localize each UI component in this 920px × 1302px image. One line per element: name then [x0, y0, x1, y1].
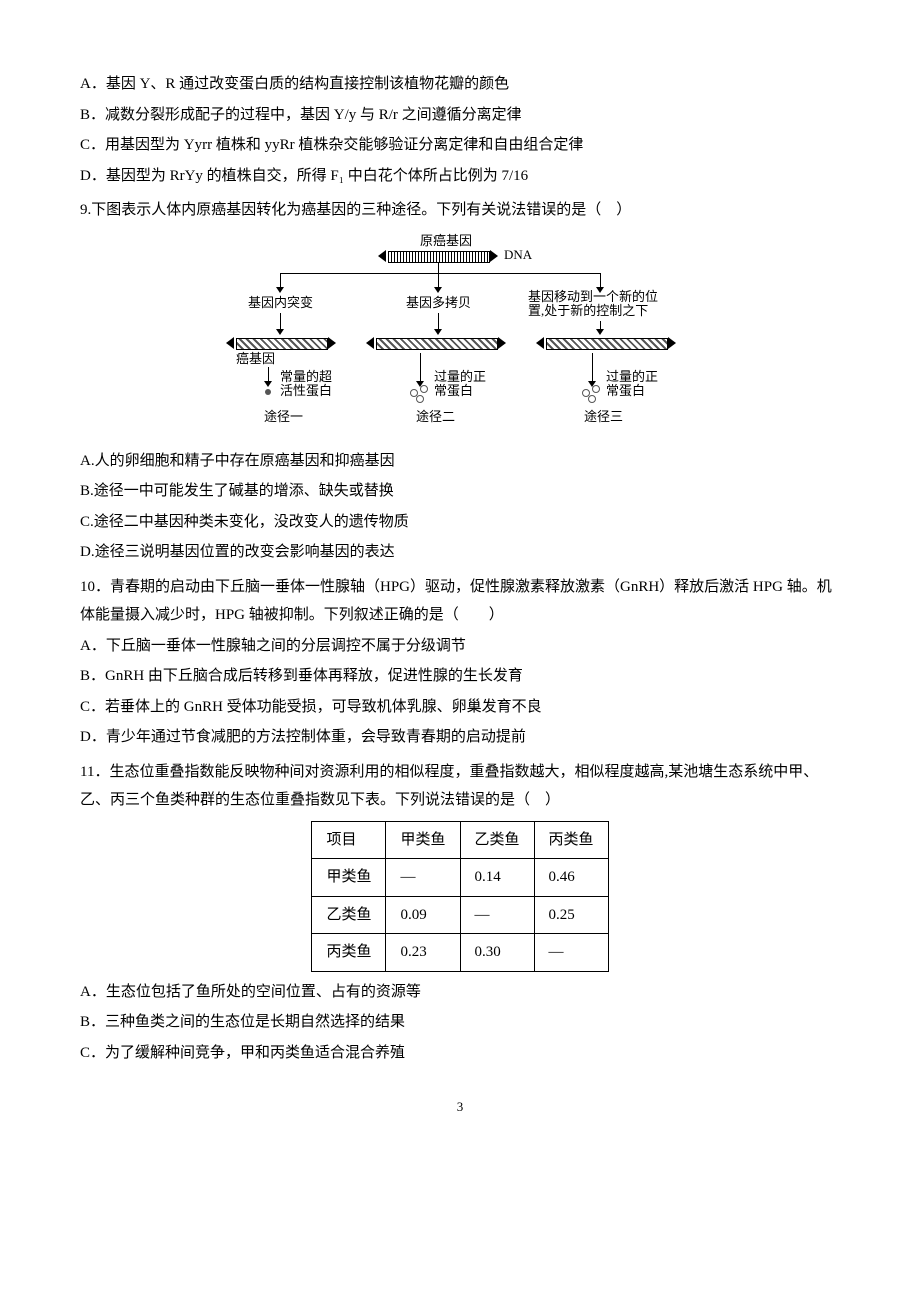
q11-table: 项目 甲类鱼 乙类鱼 丙类鱼 甲类鱼 — 0.14 0.46 乙类鱼 0.09 …	[311, 821, 608, 972]
q11-opt-c: C．为了缓解种间竞争，甲和丙类鱼适合混合养殖	[80, 1039, 840, 1068]
table-row: 乙类鱼 0.09 — 0.25	[312, 896, 608, 934]
q10-opt-c: C．若垂体上的 GnRH 受体功能受损，可导致机体乳腺、卵巢发育不良	[80, 693, 840, 722]
diagram-prot2-l2: 常蛋白	[434, 383, 473, 400]
diagram-mid3-l2: 置,处于新的控制之下	[528, 303, 648, 320]
page-number: 3	[80, 1095, 840, 1120]
diagram-path2: 途径二	[416, 409, 455, 426]
diagram-path1: 途径一	[264, 409, 303, 426]
diagram-path3: 途径三	[584, 409, 623, 426]
q9-opt-b: B.途径一中可能发生了碱基的增添、缺失或替换	[80, 477, 840, 506]
table-cell: 甲类鱼	[312, 859, 386, 897]
table-cell: 丙类鱼	[312, 934, 386, 972]
diagram-dna-label: DNA	[504, 247, 532, 264]
table-cell: 丙类鱼	[534, 821, 608, 859]
q10-opt-a: A．下丘脑一垂体一性腺轴之间的分层调控不属于分级调节	[80, 632, 840, 661]
table-cell: —	[460, 896, 534, 934]
q11-opt-b: B．三种鱼类之间的生态位是长期自然选择的结果	[80, 1008, 840, 1037]
table-cell: 0.30	[460, 934, 534, 972]
table-cell: 项目	[312, 821, 386, 859]
q10-stem: 10．青春期的启动由下丘脑一垂体一性腺轴（HPG）驱动，促性腺激素释放激素（Gn…	[80, 573, 840, 630]
q9-opt-d: D.途径三说明基因位置的改变会影响基因的表达	[80, 538, 840, 567]
table-row: 丙类鱼 0.23 0.30 —	[312, 934, 608, 972]
q8-opt-a: A．基因 Y、R 通过改变蛋白质的结构直接控制该植物花瓣的颜色	[80, 70, 840, 99]
table-cell: —	[386, 859, 460, 897]
q9-opt-a: A.人的卵细胞和精子中存在原癌基因和抑癌基因	[80, 447, 840, 476]
q8-opt-b: B．减数分裂形成配子的过程中，基因 Y/y 与 R/r 之间遵循分离定律	[80, 101, 840, 130]
q9-diagram: 原癌基因 DNA 基因内突变 基因多拷贝 基因移动到一个新的位 置,处于新的控制…	[80, 233, 840, 443]
table-cell: 0.09	[386, 896, 460, 934]
diagram-prot3-l2: 常蛋白	[606, 383, 645, 400]
q10-opt-b: B．GnRH 由下丘脑合成后转移到垂体再释放，促进性腺的生长发育	[80, 662, 840, 691]
table-cell: 乙类鱼	[460, 821, 534, 859]
q8-opt-c: C．用基因型为 Yyrr 植株和 yyRr 植株杂交能够验证分离定律和自由组合定…	[80, 131, 840, 160]
diagram-top-label: 原癌基因	[420, 233, 472, 250]
diagram-mid1: 基因内突变	[248, 295, 313, 312]
table-cell: 乙类鱼	[312, 896, 386, 934]
table-cell: 0.14	[460, 859, 534, 897]
table-cell: —	[534, 934, 608, 972]
diagram-cancer-gene: 癌基因	[236, 351, 275, 368]
table-cell: 0.23	[386, 934, 460, 972]
q8-opt-d: D．基因型为 RrYy 的植株自交，所得 F₁ 中白花个体所占比例为 7/16	[80, 162, 840, 191]
table-row: 项目 甲类鱼 乙类鱼 丙类鱼	[312, 821, 608, 859]
table-row: 甲类鱼 — 0.14 0.46	[312, 859, 608, 897]
q9-opt-c: C.途径二中基因种类未变化，没改变人的遗传物质	[80, 508, 840, 537]
q11-opt-a: A．生态位包括了鱼所处的空间位置、占有的资源等	[80, 978, 840, 1007]
q9-stem: 9.下图表示人体内原癌基因转化为癌基因的三种途径。下列有关说法错误的是（ ）	[80, 196, 840, 225]
q11-stem: 11．生态位重叠指数能反映物种间对资源利用的相似程度，重叠指数越大，相似程度越高…	[80, 758, 840, 815]
table-cell: 0.25	[534, 896, 608, 934]
diagram-prot1-l2: 活性蛋白	[280, 383, 332, 400]
diagram-mid2: 基因多拷贝	[406, 295, 471, 312]
q10-opt-d: D．青少年通过节食减肥的方法控制体重，会导致青春期的启动提前	[80, 723, 840, 752]
table-cell: 甲类鱼	[386, 821, 460, 859]
table-cell: 0.46	[534, 859, 608, 897]
